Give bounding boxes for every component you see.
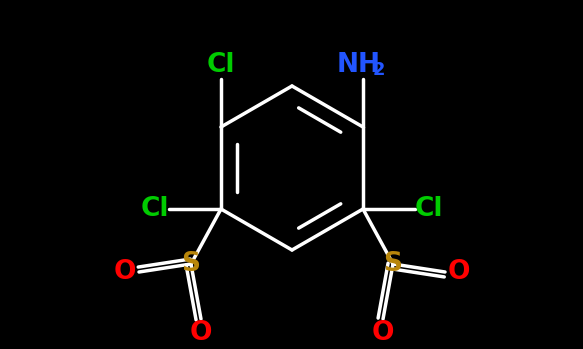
Text: O: O: [372, 320, 394, 346]
Text: S: S: [181, 251, 201, 277]
Text: O: O: [114, 259, 136, 285]
Text: S: S: [384, 251, 402, 277]
Text: Cl: Cl: [141, 196, 169, 222]
Text: Cl: Cl: [415, 196, 443, 222]
Text: O: O: [448, 259, 470, 285]
Text: O: O: [189, 320, 212, 346]
Text: 2: 2: [373, 61, 385, 79]
Text: NH: NH: [337, 52, 381, 78]
Text: Cl: Cl: [207, 52, 235, 78]
